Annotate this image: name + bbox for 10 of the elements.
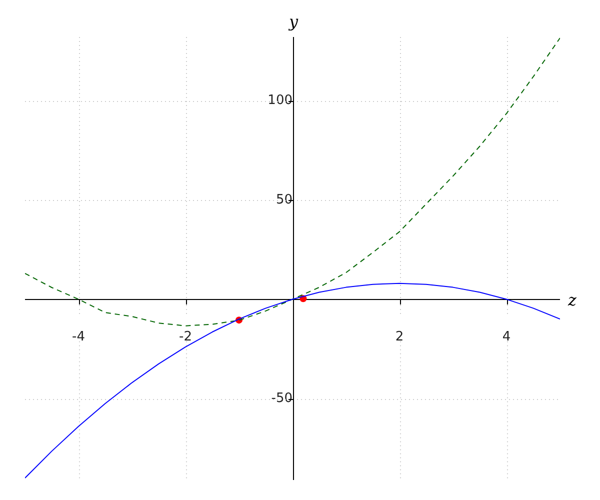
line-series — [25, 37, 560, 326]
x-tick-label: -2 — [179, 329, 192, 344]
x-tick-label: 2 — [395, 329, 404, 344]
y-tick-label: -50 — [271, 390, 292, 406]
y-tick-label: 50 — [276, 192, 292, 208]
x-tick-label: -4 — [72, 329, 85, 344]
y-tick-label: 100 — [268, 92, 292, 108]
x-tick-label: 4 — [502, 329, 511, 344]
x-axis-title: z — [567, 290, 577, 310]
y-axis-title: y — [288, 12, 299, 32]
